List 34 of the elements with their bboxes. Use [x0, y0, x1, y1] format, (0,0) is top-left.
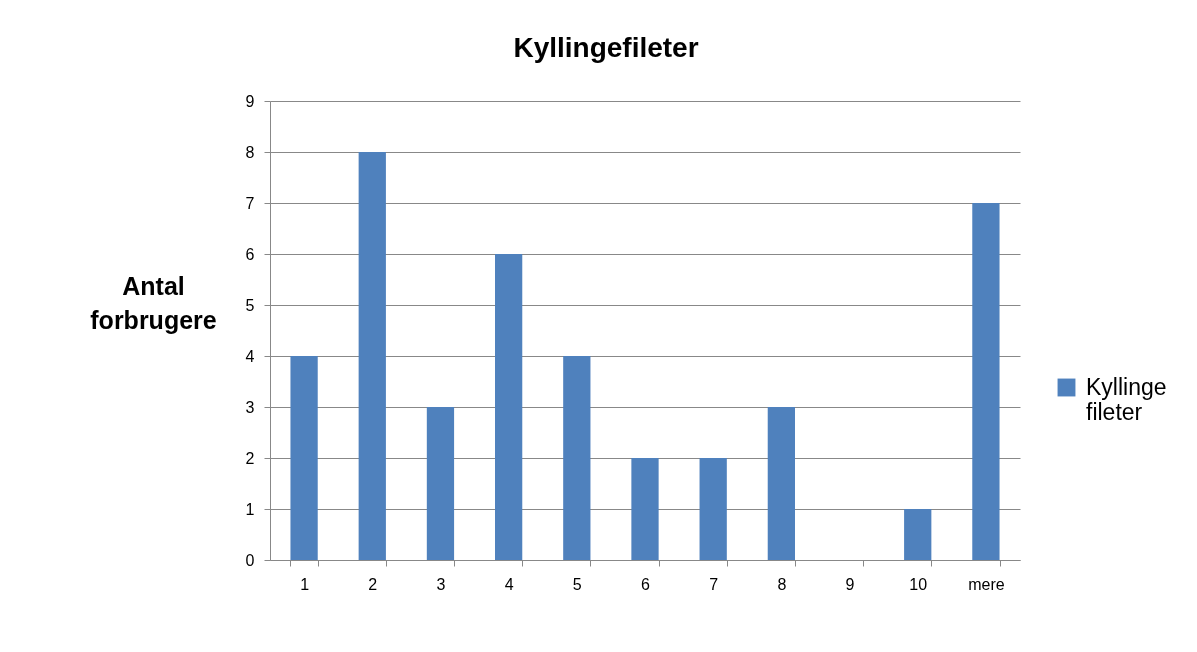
y-tick-label: 0	[245, 551, 255, 569]
bar	[426, 407, 455, 560]
y-tick-label: 8	[245, 143, 255, 161]
bar	[563, 356, 591, 560]
x-tick-label: 1	[300, 575, 310, 593]
y-tick-label: 1	[245, 500, 255, 518]
bar	[495, 254, 523, 560]
x-tick-label: 10	[909, 575, 928, 593]
x-tick-label: 7	[709, 575, 719, 593]
chart-title: Kyllingefileter	[513, 32, 699, 63]
bar	[358, 152, 386, 560]
y-axis-title: Antal forbrugere	[90, 271, 217, 334]
x-tick-label: 3	[436, 575, 446, 593]
x-tick-label: 5	[572, 575, 582, 593]
x-tick-label: 4	[504, 575, 514, 593]
bar	[972, 203, 1000, 560]
bar	[767, 407, 795, 560]
y-tick-label: 4	[245, 347, 255, 365]
y-tick-label: 7	[245, 194, 255, 212]
y-tick-label: 2	[245, 449, 255, 467]
bar	[631, 458, 659, 560]
y-tick-label: 6	[245, 245, 255, 263]
x-tick-label: mere	[968, 575, 1005, 593]
bar	[290, 356, 318, 560]
x-tick-label: 6	[641, 575, 651, 593]
legend-label: Kyllinge fileter	[1086, 373, 1167, 425]
y-tick-label: 9	[245, 92, 255, 110]
x-tick-label: 9	[845, 575, 855, 593]
x-tick-label: 8	[777, 575, 787, 593]
y-tick-label: 5	[245, 296, 255, 314]
y-tick-label: 3	[245, 398, 255, 416]
bar	[904, 509, 932, 560]
x-tick-label: 2	[368, 575, 378, 593]
bar	[699, 458, 727, 560]
